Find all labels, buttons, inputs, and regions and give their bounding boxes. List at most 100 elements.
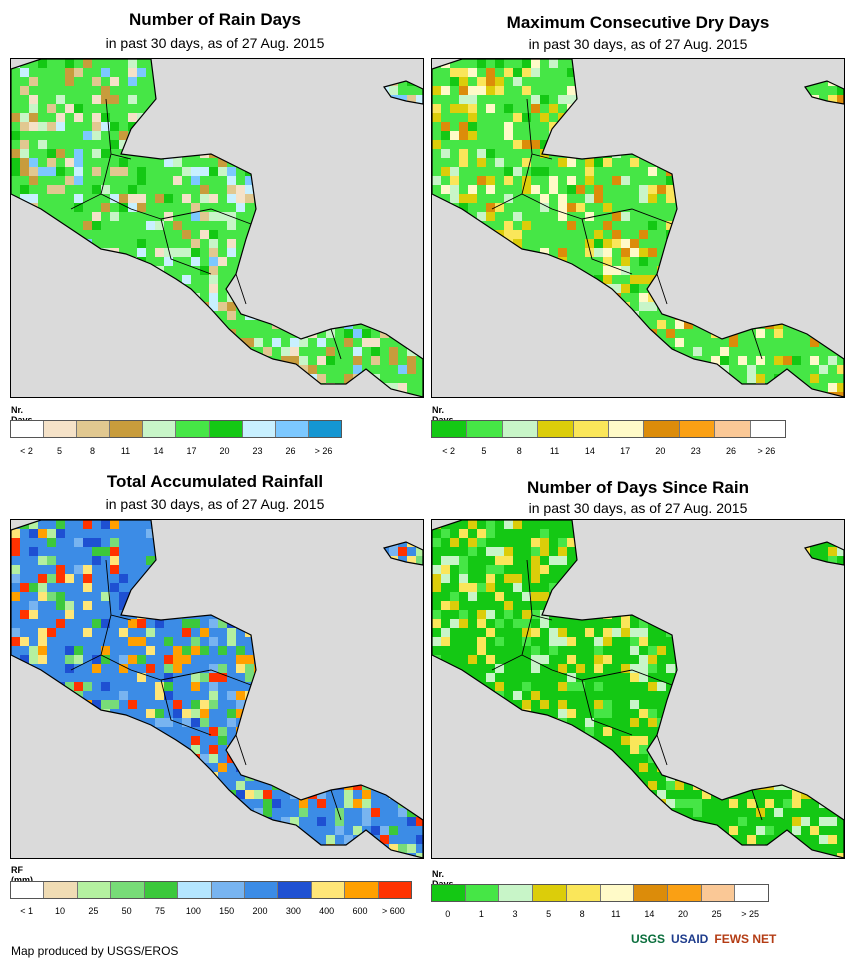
legend-tick: 150: [219, 906, 235, 916]
legend-tick: 26: [285, 446, 296, 456]
legend-swatch: [143, 421, 177, 437]
legend-tick: 20: [677, 909, 689, 919]
country-border: [656, 734, 668, 766]
coastline: [383, 80, 423, 105]
map-rain-days: [10, 58, 424, 398]
legend-tick: 8: [579, 909, 585, 919]
coastline: [804, 80, 844, 105]
legend-tick: 200: [252, 906, 268, 916]
legend-swatch: [667, 885, 702, 901]
legend-tick: 14: [644, 909, 655, 919]
map-max-dry-days: [431, 58, 845, 398]
legend-swatch: [144, 882, 179, 898]
legend-swatch: [311, 882, 346, 898]
legend-swatch: [573, 421, 610, 437]
country-border: [521, 193, 583, 220]
legend-tick: 1: [478, 909, 484, 919]
country-border: [160, 218, 212, 275]
country-border: [160, 679, 212, 736]
panel-title: Maximum Consecutive Dry Days: [506, 13, 770, 32]
map-svg: [11, 59, 423, 397]
legend-tick: 26: [726, 446, 737, 456]
raster-cells: [432, 520, 844, 858]
legend-tick: 400: [319, 906, 335, 916]
country-border: [581, 669, 673, 686]
legend-swatch: [345, 882, 379, 898]
legend-swatch: [77, 882, 112, 898]
country-border: [330, 328, 342, 360]
legend-tick: 75: [154, 906, 166, 916]
country-border: [581, 218, 633, 275]
legend-tick: < 2: [442, 446, 456, 456]
legend-tick: 17: [186, 446, 197, 456]
legend-swatch: [111, 882, 145, 898]
panel-subtitle: in past 30 days, as of 27 Aug. 2015: [105, 496, 325, 512]
country-border: [581, 679, 633, 736]
legend-swatch: [735, 885, 769, 901]
legend-bar: [431, 420, 786, 438]
logo-strip: USGS USAID FEWS NET: [631, 932, 776, 946]
panel-title: Number of Days Since Rain: [526, 478, 749, 497]
country-border: [100, 193, 162, 220]
legend-tick: 11: [549, 446, 560, 456]
legend-tick: 8: [516, 446, 522, 456]
legend-swatch: [533, 885, 567, 901]
legend-swatch: [44, 882, 78, 898]
legend-tick: 10: [54, 906, 66, 916]
country-border: [160, 669, 252, 686]
country-border: [751, 328, 763, 360]
legend-swatch: [644, 421, 680, 437]
legend-label: RF (mm): [11, 865, 33, 885]
panel-subtitle: in past 30 days, as of 27 Aug. 2015: [528, 36, 748, 52]
footer-credit: Map produced by USGS/EROS: [11, 944, 179, 958]
legend-swatch: [609, 421, 645, 437]
country-border: [235, 734, 247, 766]
legend-tick: > 26: [314, 446, 333, 456]
coastline: [383, 541, 423, 566]
fewsnet-logo: FEWS NET: [714, 932, 777, 946]
raster-cells: [11, 520, 423, 858]
legend-tick: 100: [185, 906, 201, 916]
legend-ticks: < 1 10 25 50 75 100 150 200 300 400 600 > 600: [10, 906, 410, 918]
legend-swatch: [432, 885, 466, 901]
legend-swatch: [378, 882, 412, 898]
legend-tick: 25: [711, 909, 722, 919]
legend-swatch: [278, 882, 312, 898]
legend-swatch: [11, 421, 45, 437]
legend-swatch: [244, 882, 279, 898]
legend-tick: 0: [445, 909, 451, 919]
legend-swatch: [178, 882, 212, 898]
country-border: [160, 208, 252, 225]
legend-swatch: [502, 421, 539, 437]
map-svg: [11, 520, 423, 858]
coastline: [11, 59, 423, 397]
legend-tick: 23: [252, 446, 263, 456]
legend-ticks: < 2 5 8 11 14 17 20 23 26 > 26: [431, 446, 784, 458]
raster-cells: [11, 59, 423, 397]
legend-swatch: [211, 882, 245, 898]
legend-tick: 20: [655, 446, 666, 456]
legend-tick: 14: [584, 446, 595, 456]
legend-tick: 11: [611, 909, 621, 919]
legend-tick: < 2: [20, 446, 33, 456]
legend-tick: 5: [56, 446, 63, 456]
legend-swatch: [679, 421, 716, 437]
usgs-logo: USGS: [631, 932, 666, 946]
legend-swatch: [634, 885, 668, 901]
legend-tick: 25: [88, 906, 99, 916]
legend-tick: 11: [120, 446, 131, 456]
legend-tick: > 25: [741, 909, 760, 919]
legend-swatch: [110, 421, 144, 437]
country-border: [656, 273, 668, 305]
country-border: [330, 789, 342, 821]
legend-tick: > 600: [381, 906, 405, 916]
legend-tick: 5: [481, 446, 487, 456]
panel-subtitle: in past 30 days, as of 27 Aug. 2015: [105, 35, 325, 51]
legend-tick: 23: [690, 446, 701, 456]
legend-swatch: [242, 421, 276, 437]
legend-swatch: [600, 885, 635, 901]
legend-swatch: [715, 421, 751, 437]
panel-subtitle: in past 30 days, as of 27 Aug. 2015: [528, 500, 748, 516]
coastline: [432, 59, 844, 397]
legend-ticks: 0 1 3 5 8 11 14 20 25 > 25: [431, 909, 767, 921]
